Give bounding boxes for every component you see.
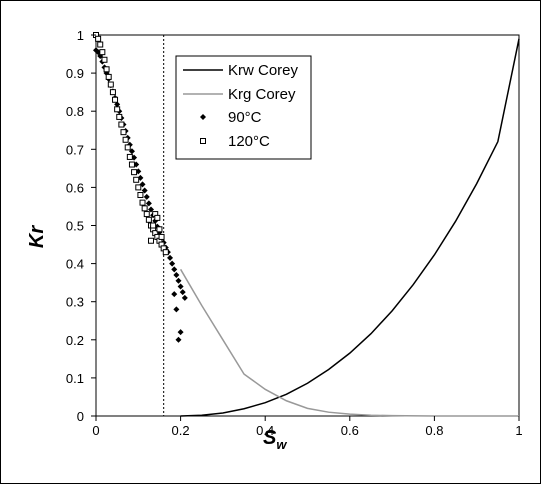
chart-marks xyxy=(93,32,520,417)
legend-label-krg: Krg Corey xyxy=(228,86,296,103)
y-tick-label: 0.9 xyxy=(66,66,84,81)
data-point-120c xyxy=(120,129,127,136)
x-axis-title-sub: w xyxy=(276,437,287,452)
data-point-120c xyxy=(156,226,163,233)
data-point-90c xyxy=(114,101,121,108)
data-point-120c xyxy=(141,205,148,212)
data-point-90c xyxy=(175,277,182,284)
y-tick-label: 0.2 xyxy=(66,333,84,348)
data-point-90c xyxy=(173,306,180,313)
x-tick-label: 0.4 xyxy=(256,423,274,438)
data-point-120c xyxy=(107,81,114,88)
y-tick-label: 0.1 xyxy=(66,371,84,386)
data-point-90c xyxy=(147,206,154,213)
y-tick-label: 0.7 xyxy=(66,142,84,157)
y-tick-label: 0.6 xyxy=(66,180,84,195)
data-point-120c xyxy=(150,222,157,229)
data-point-120c xyxy=(145,216,152,223)
x-axis-title-main: S xyxy=(263,427,277,449)
data-point-120c xyxy=(116,113,123,120)
y-tick-label: 0.5 xyxy=(66,219,84,234)
data-point-120c xyxy=(133,176,140,183)
data-point-120c xyxy=(139,199,146,206)
data-point-120c xyxy=(158,233,165,240)
x-tick-label: 1 xyxy=(515,423,522,438)
legend-swatch-90c xyxy=(200,114,206,120)
data-point-90c xyxy=(181,294,188,301)
legend-swatch-120c xyxy=(200,138,206,144)
data-point-120c xyxy=(137,192,144,199)
data-point-90c xyxy=(171,291,178,298)
y-tick-label: 1 xyxy=(77,28,84,43)
data-point-120c xyxy=(101,56,108,63)
data-point-90c xyxy=(141,187,148,194)
x-tick-label: 0 xyxy=(92,423,99,438)
y-axis-title: Kr xyxy=(26,225,48,248)
data-point-90c xyxy=(171,266,178,273)
data-point-90c xyxy=(177,283,184,290)
data-point-120c xyxy=(147,237,154,244)
legend: Krw Corey Krg Corey 90°C 120°C xyxy=(175,55,312,160)
data-point-120c xyxy=(95,35,102,42)
data-point-90c xyxy=(179,289,186,296)
data-point-120c xyxy=(131,169,138,176)
data-point-120c xyxy=(99,49,106,56)
axes: 0 0.2 0.4 0.6 0.8 1 0 0.1 0.2 0.3 0.4 0.5 0.6 0.7 0.8 0… xyxy=(66,28,523,438)
y-tick-label: 0 xyxy=(77,409,84,424)
data-point-120c xyxy=(97,41,104,48)
series-line-0 xyxy=(180,38,520,417)
x-tick-label: 0.6 xyxy=(341,423,359,438)
data-point-120c xyxy=(114,106,121,113)
data-point-120c xyxy=(118,121,125,128)
x-tick-label: 0.8 xyxy=(425,423,443,438)
y-tick-label: 0.8 xyxy=(66,104,84,119)
series-line-1 xyxy=(179,268,519,417)
data-point-90c xyxy=(145,200,152,207)
data-point-120c xyxy=(126,153,133,160)
y-tick-label: 0.4 xyxy=(66,257,84,272)
data-point-120c xyxy=(112,96,119,103)
legend-label-120c: 120°C xyxy=(228,133,270,150)
data-point-120c xyxy=(105,73,112,80)
data-point-90c xyxy=(175,336,182,343)
data-point-90c xyxy=(167,254,174,261)
data-point-120c xyxy=(162,249,169,256)
data-point-120c xyxy=(124,144,131,151)
data-point-90c xyxy=(173,272,180,279)
legend-label-90c: 90°C xyxy=(228,109,262,126)
legend-box xyxy=(175,55,312,160)
data-point-120c xyxy=(103,66,110,73)
data-point-90c xyxy=(177,329,184,336)
legend-label-krw: Krw Corey xyxy=(228,62,299,79)
x-axis-title: Sw xyxy=(263,427,287,452)
x-tick-label: 0.2 xyxy=(172,423,190,438)
data-point-90c xyxy=(169,260,176,267)
data-point-90c xyxy=(143,193,150,200)
data-point-120c xyxy=(154,214,161,221)
data-point-120c xyxy=(109,89,116,96)
data-point-120c xyxy=(135,184,142,191)
data-point-120c xyxy=(143,211,150,218)
data-point-120c xyxy=(128,161,135,168)
y-tick-label: 0.3 xyxy=(66,295,84,310)
data-point-120c xyxy=(122,136,129,143)
